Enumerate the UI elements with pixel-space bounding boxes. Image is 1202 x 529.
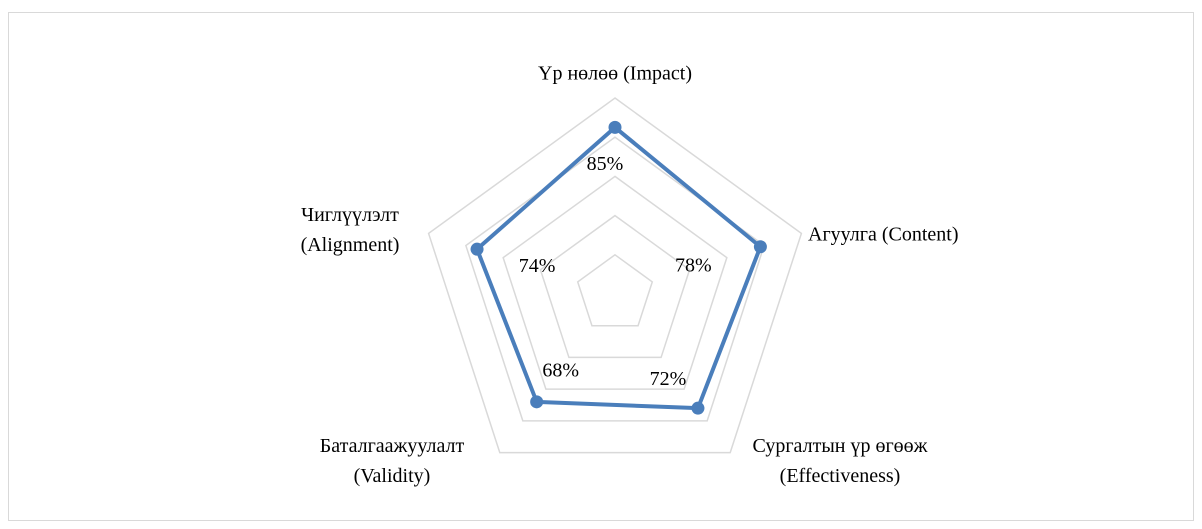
grid-ring	[427, 97, 803, 454]
grid-ring	[539, 214, 691, 359]
grid-ring	[576, 253, 654, 327]
axis-label: Үр нөлөө (Impact)	[538, 63, 692, 85]
data-point	[470, 242, 484, 256]
data-label: 72%	[650, 368, 687, 390]
series-line	[475, 125, 763, 411]
data-point	[691, 401, 705, 415]
data-label: 68%	[542, 359, 579, 381]
axis-label: Баталгаажуулалт (Validity)	[320, 435, 465, 487]
data-point	[753, 240, 767, 254]
chart-frame	[8, 12, 1194, 521]
data-point	[608, 120, 622, 134]
data-point	[530, 395, 544, 409]
data-label: 85%	[587, 153, 624, 175]
grid-ring	[502, 175, 728, 390]
axis-label: Чиглүүлэлт (Alignment)	[301, 204, 400, 256]
data-label: 78%	[675, 254, 712, 276]
axis-label: Сургалтын үр өгөөж (Effectiveness)	[753, 435, 928, 487]
data-label: 74%	[519, 255, 556, 277]
axis-label: Агуулга (Content)	[808, 224, 958, 246]
